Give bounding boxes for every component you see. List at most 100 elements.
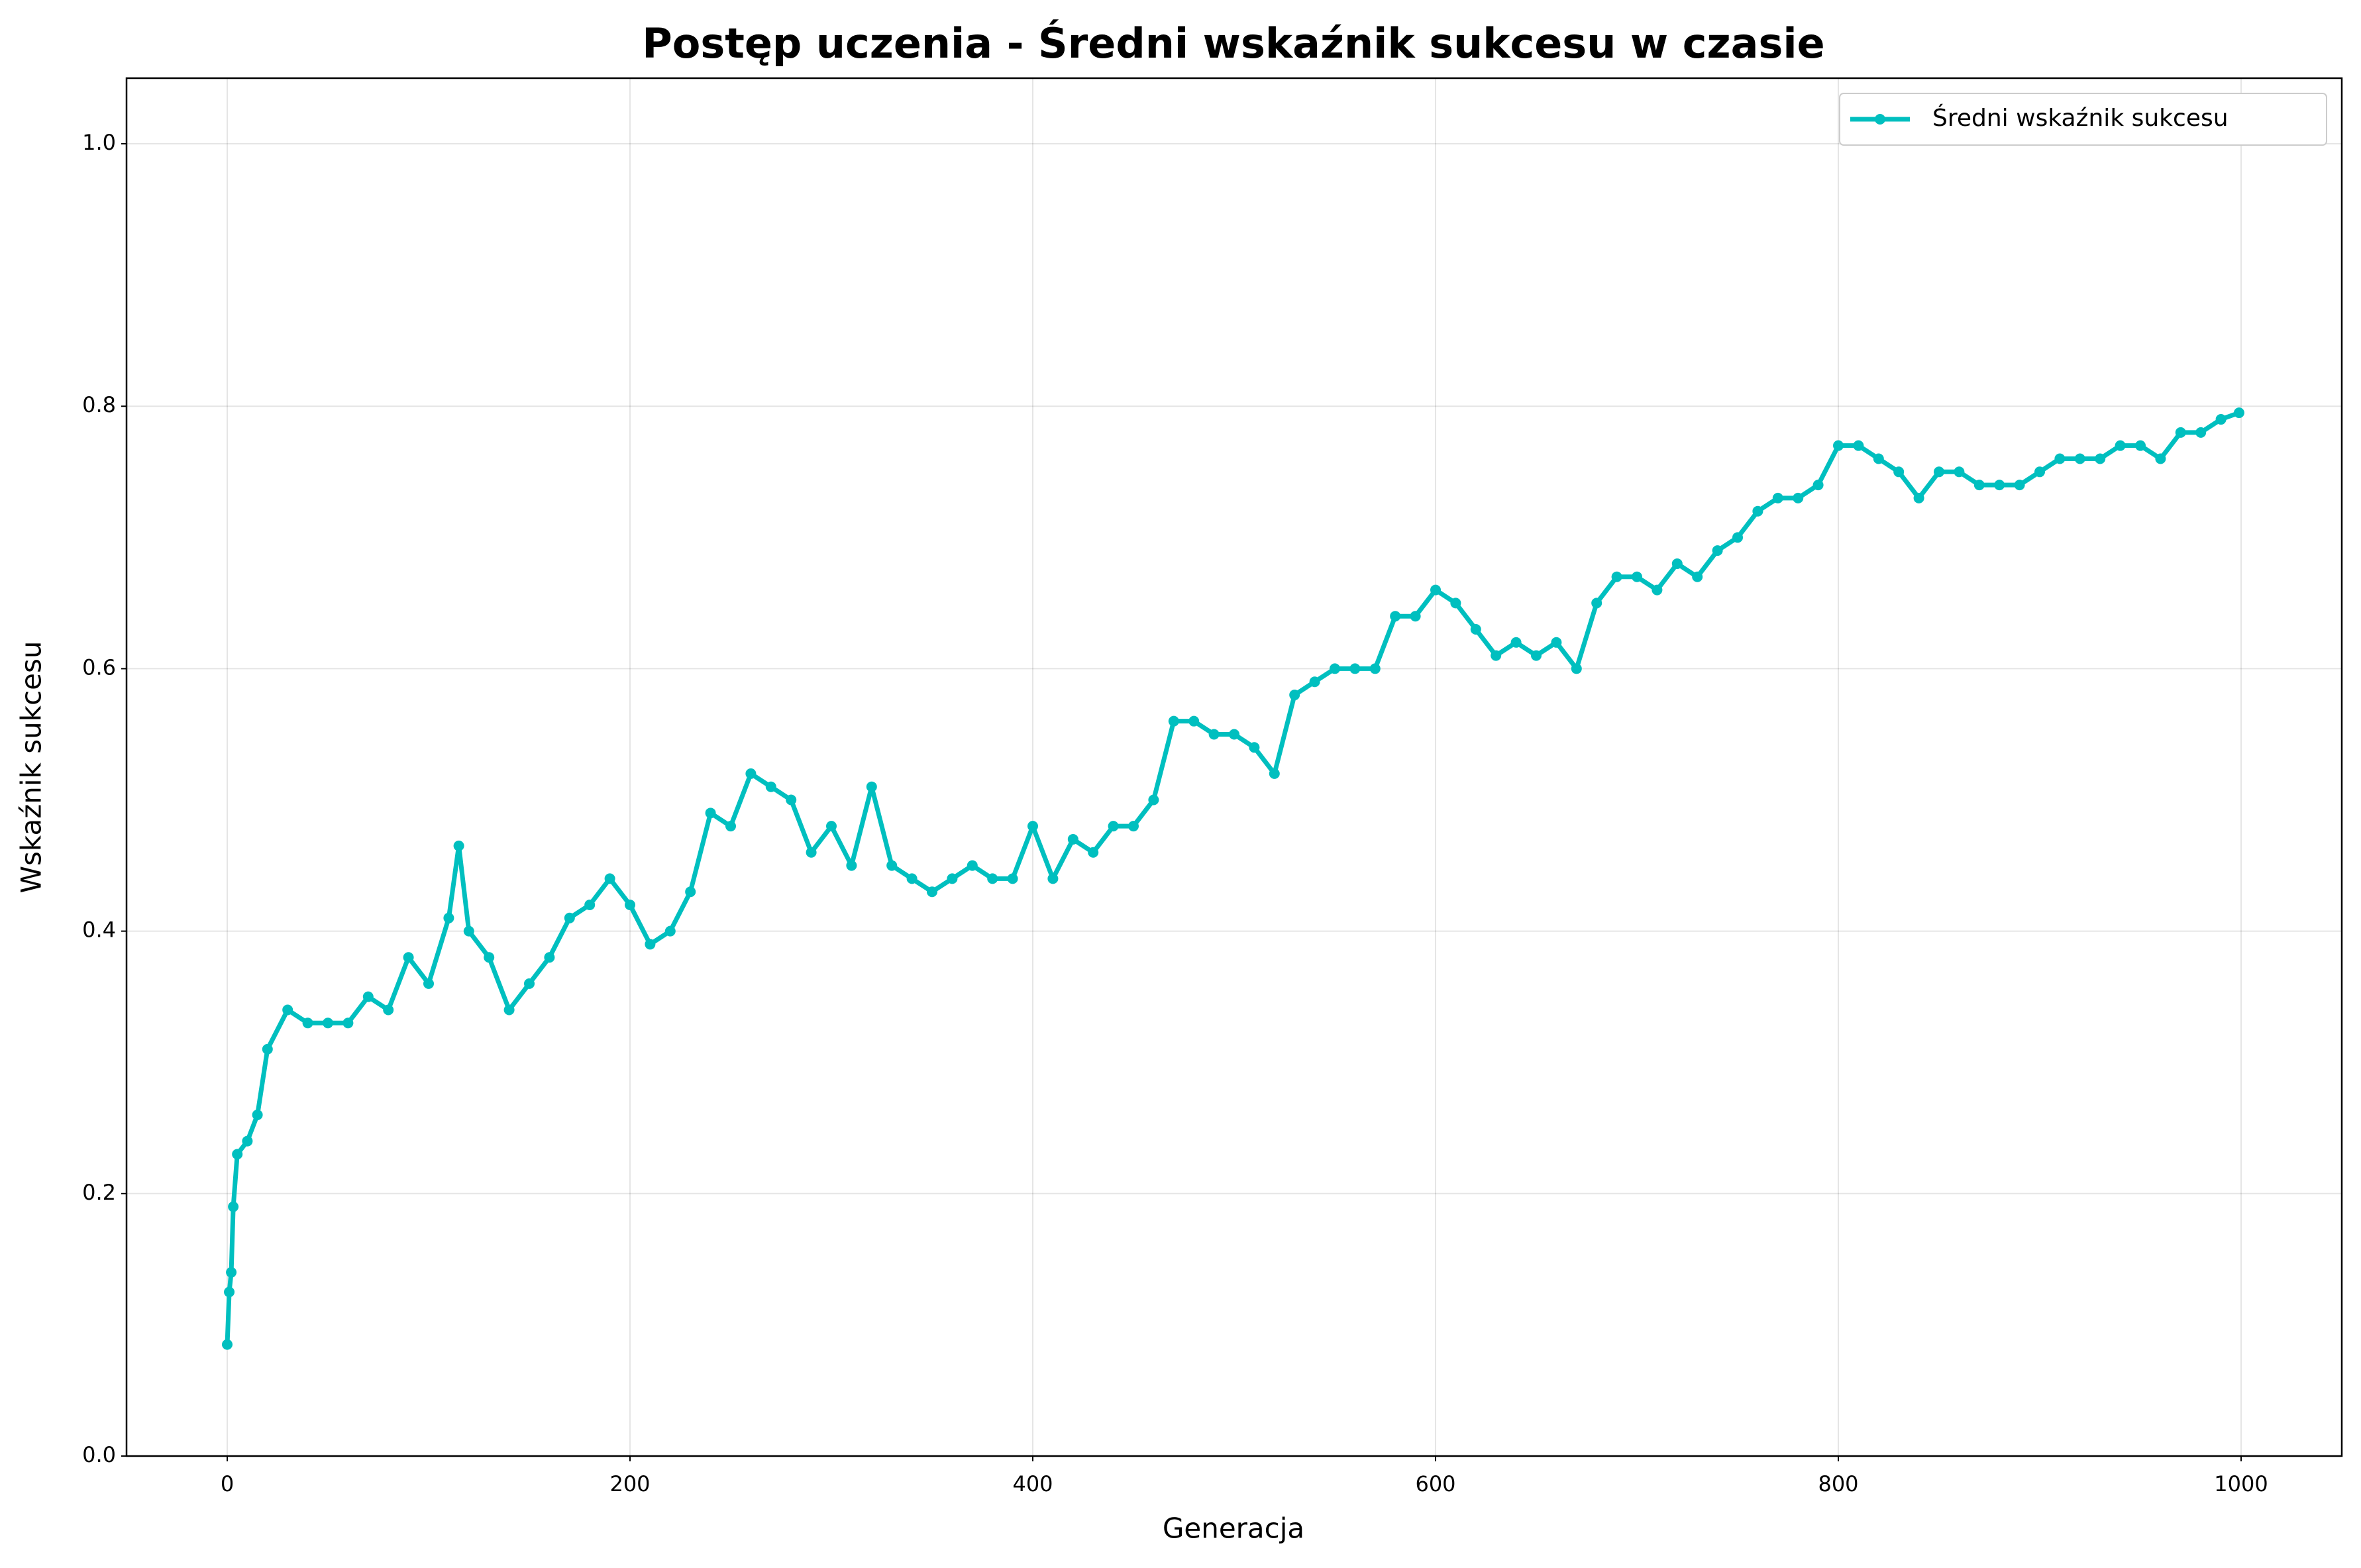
- x-axis-label: Generacja: [1163, 1512, 1304, 1545]
- data-point: [342, 1018, 354, 1029]
- y-tick-label: 0.2: [82, 1180, 116, 1205]
- data-point: [1390, 611, 1401, 622]
- data-point: [1611, 571, 1622, 582]
- data-point: [1732, 532, 1743, 543]
- data-point: [1812, 480, 1824, 491]
- data-point: [1994, 480, 2005, 491]
- data-point: [1793, 492, 1804, 503]
- data-point: [503, 1004, 515, 1016]
- data-point: [453, 840, 464, 851]
- y-tick-label: 0.6: [82, 654, 116, 680]
- data-point: [524, 978, 535, 989]
- data-point: [1088, 847, 1099, 858]
- data-point: [1632, 571, 1642, 582]
- data-point: [1531, 650, 1542, 661]
- data-point: [224, 1286, 235, 1298]
- y-tick-label: 1.0: [82, 130, 116, 155]
- data-point: [1430, 584, 1441, 596]
- data-point: [1712, 545, 1723, 556]
- data-point: [2233, 407, 2244, 419]
- data-point: [2054, 453, 2066, 464]
- data-point: [403, 952, 414, 963]
- data-point: [443, 912, 454, 923]
- data-point: [584, 900, 596, 910]
- data-point: [1168, 715, 1179, 727]
- x-tick-label: 800: [1818, 1471, 1858, 1496]
- data-point: [664, 925, 676, 937]
- data-point: [645, 939, 656, 950]
- data-point: [826, 821, 837, 832]
- data-point: [484, 952, 495, 963]
- data-point: [1047, 873, 1059, 884]
- data-point: [1934, 466, 1944, 478]
- data-point: [2034, 466, 2045, 478]
- data-point: [604, 873, 615, 884]
- x-tick-label: 0: [221, 1471, 234, 1496]
- data-point: [765, 781, 776, 792]
- data-point: [1772, 492, 1783, 503]
- data-point: [2215, 414, 2227, 425]
- data-point: [866, 781, 877, 792]
- data-point: [1289, 690, 1300, 701]
- data-point: [228, 1201, 239, 1212]
- x-tick-label: 200: [609, 1471, 650, 1496]
- data-point: [282, 1004, 293, 1016]
- data-point: [1913, 492, 1924, 503]
- data-point: [1973, 480, 1985, 491]
- y-axis-label: Wskaźnik sukcesu: [15, 641, 48, 894]
- data-point: [685, 886, 696, 898]
- data-point: [927, 886, 937, 898]
- data-point: [1551, 637, 1562, 648]
- data-point: [2115, 440, 2126, 451]
- data-point: [222, 1339, 233, 1350]
- data-point: [1067, 833, 1078, 845]
- y-tick-label: 0.4: [82, 917, 116, 943]
- data-point: [252, 1109, 263, 1120]
- data-point: [705, 808, 716, 819]
- data-point: [2074, 453, 2085, 464]
- data-point: [1652, 584, 1663, 596]
- data-point: [564, 912, 575, 923]
- data-point: [806, 847, 817, 858]
- data-point: [1108, 821, 1119, 832]
- data-point: [1309, 676, 1320, 688]
- data-point: [947, 873, 958, 884]
- data-point: [1007, 873, 1018, 884]
- data-point: [1269, 768, 1280, 779]
- data-point: [226, 1267, 237, 1278]
- data-point: [2135, 440, 2146, 451]
- data-point: [1833, 440, 1844, 451]
- data-point: [1491, 650, 1502, 661]
- data-point: [2195, 427, 2207, 438]
- data-point: [362, 991, 374, 1002]
- data-point: [1208, 729, 1220, 740]
- data-point: [1752, 505, 1763, 517]
- data-point: [1410, 611, 1421, 622]
- data-point: [906, 873, 918, 884]
- data-point: [262, 1043, 273, 1055]
- data-point: [1853, 440, 1864, 451]
- data-point: [323, 1018, 333, 1029]
- data-point: [383, 1004, 394, 1016]
- data-point: [846, 860, 857, 871]
- x-tick-label: 600: [1415, 1471, 1455, 1496]
- data-point: [625, 900, 635, 910]
- data-point: [463, 925, 474, 937]
- data-point: [1450, 598, 1461, 609]
- legend-marker: [1875, 114, 1885, 125]
- data-point: [1249, 742, 1260, 753]
- data-point: [987, 873, 998, 884]
- data-point: [242, 1135, 253, 1147]
- legend-label: Średni wskaźnik sukcesu: [1932, 104, 2229, 132]
- x-tick-label: 1000: [2214, 1471, 2268, 1496]
- data-point: [232, 1149, 243, 1160]
- data-point: [1229, 729, 1239, 740]
- y-tick-label: 0.0: [82, 1442, 116, 1467]
- data-point: [725, 821, 736, 832]
- data-point: [1188, 715, 1200, 727]
- data-point: [2155, 453, 2166, 464]
- data-point: [2014, 480, 2025, 491]
- data-point: [1954, 466, 1965, 478]
- data-point: [1128, 821, 1139, 832]
- data-point: [2175, 427, 2186, 438]
